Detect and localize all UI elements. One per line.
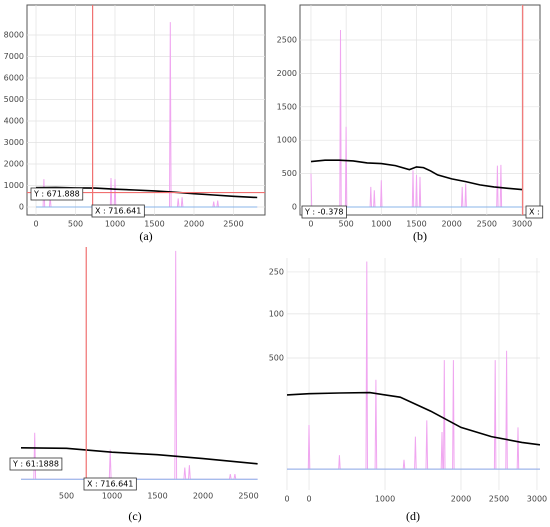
annotation-box [525,205,544,219]
annotation: X : 716.641 [95,207,141,216]
caption: (b) [413,229,427,243]
x-tick-label: 1500 [406,220,426,229]
y-tick-label: 5000 [4,95,24,104]
plot [287,261,540,470]
y-tick-label: 3000 [4,138,24,147]
y-tick-label: 0 [19,203,24,212]
x-tick-label: 2500 [477,220,497,229]
y-tick-label: 2500 [277,36,297,45]
x-tick-label: 2000 [184,220,204,229]
x-tick-label: 1000 [375,495,395,504]
y-tick-label: 4000 [4,116,24,125]
x-tick-label: 1000 [102,492,122,501]
y-tick-label: 2000 [4,159,24,168]
panel: 0 500 1000 1500 2000 2500 0 500 1000 1500 2000 2500… [277,4,544,229]
x-tick-label: 1000 [371,220,391,229]
panel: 250 100 500 0 0 1000 2000 2500 3000 [269,258,547,504]
series-line [20,447,258,465]
annotation: X : [529,208,540,217]
x-tick-label: 3000 [512,220,532,229]
x-tick-label: 2500 [238,492,258,501]
x-tick-label: 2500 [489,495,509,504]
panel: 0 1000 2000 3000 4000 5000 6000 7000 8000 0 500 100… [4,4,266,229]
caption: (a) [139,229,152,243]
x-tick-label: 2000 [193,492,213,501]
x-tick-label: 1000 [105,220,125,229]
annotation-box [301,205,347,219]
x-tick-label: 500 [339,220,354,229]
y-tick-label: 500 [269,353,284,362]
annotation-box [30,187,84,201]
x-tick-label: 500 [59,492,74,501]
y-tick-label: 1000 [4,181,24,190]
y-tick-label: 2000 [277,69,297,78]
x-tick-label: 2000 [451,495,471,504]
annotation: X : 716.641 [87,480,133,489]
y-tick-label: 500 [282,169,297,178]
plot-area [26,4,266,216]
annotation: Y : -0.378 [304,208,343,217]
annotation-box [83,477,137,491]
series-line [287,391,540,446]
x-tick-label: 0 [284,495,289,504]
x-tick-label: 0 [33,220,38,229]
x-tick-label: 0 [306,495,311,504]
annotation: Y : 61:1888 [12,460,59,469]
x-tick-label: 1500 [144,220,164,229]
x-tick-label: 2500 [223,220,243,229]
plot-area [5,247,265,487]
y-tick-label: 1500 [277,102,297,111]
y-tick-label: 6000 [4,73,24,82]
y-tick-label: 100 [269,309,284,318]
y-tick-label: 8000 [4,30,24,39]
x-tick-label: 0 [308,220,313,229]
plot-area [287,258,540,490]
panel: 500 1000 1500 2000 2500 Y : 61:1888 X : 716.64… [5,247,265,501]
x-tick-label: 3000 [527,495,547,504]
caption: (d) [406,509,420,523]
caption: (c) [128,509,141,523]
annotation: Y : 671.888 [33,190,80,199]
annotation-box [91,204,145,218]
y-tick-label: 250 [269,267,284,276]
x-tick-label: 1500 [147,492,167,501]
x-tick-label: 2000 [441,220,461,229]
y-tick-label: 7000 [4,52,24,61]
annotation-box [9,457,63,471]
y-tick-label: 1000 [277,136,297,145]
x-tick-label: 500 [68,220,83,229]
y-tick-label: 0 [292,202,297,211]
series-line [310,159,523,191]
